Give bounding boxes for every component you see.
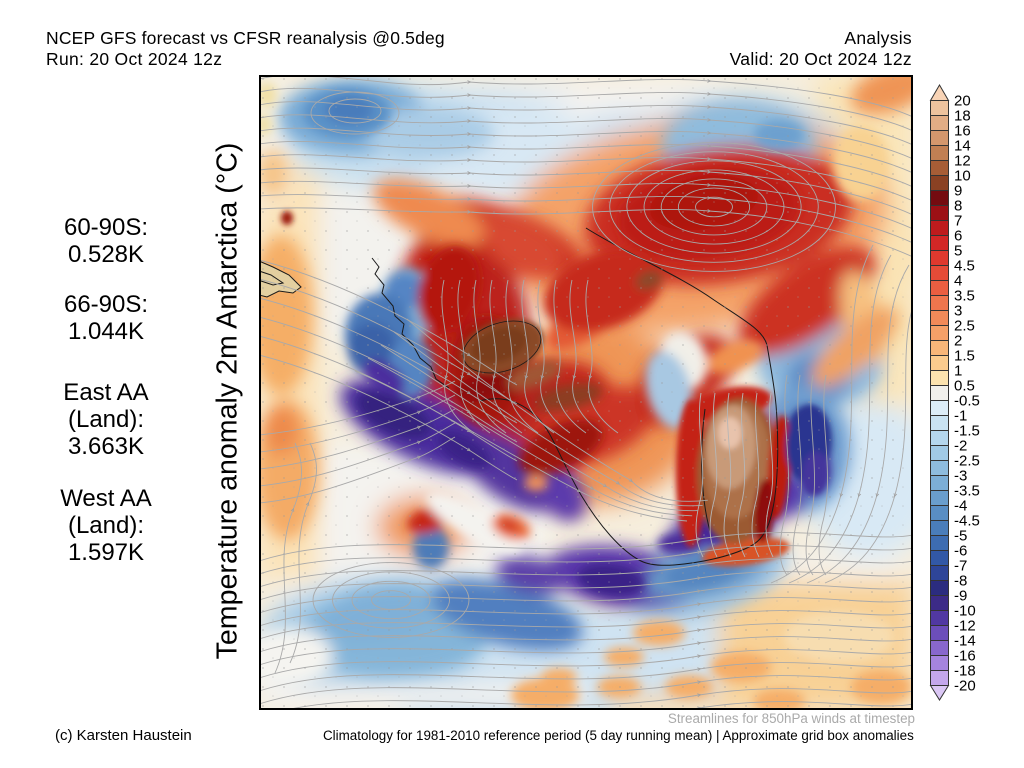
svg-text:3.5: 3.5 <box>954 288 975 305</box>
svg-text:-4.5: -4.5 <box>954 513 980 530</box>
svg-text:6: 6 <box>954 228 962 245</box>
svg-text:-6: -6 <box>954 543 967 560</box>
svg-text:4.5: 4.5 <box>954 258 975 275</box>
svg-text:14: 14 <box>954 138 971 155</box>
svg-text:18: 18 <box>954 108 971 125</box>
svg-text:-2.5: -2.5 <box>954 453 980 470</box>
svg-text:5: 5 <box>954 243 962 260</box>
svg-text:4: 4 <box>954 273 962 290</box>
svg-text:20: 20 <box>954 93 971 110</box>
svg-text:-1: -1 <box>954 408 967 425</box>
svg-text:-5: -5 <box>954 528 967 545</box>
svg-text:2: 2 <box>954 333 962 350</box>
svg-text:10: 10 <box>954 168 971 185</box>
svg-text:-8: -8 <box>954 573 967 590</box>
svg-text:7: 7 <box>954 213 962 230</box>
svg-text:-0.5: -0.5 <box>954 393 980 410</box>
svg-text:0.5: 0.5 <box>954 378 975 395</box>
svg-text:1: 1 <box>954 363 962 380</box>
svg-text:-4: -4 <box>954 498 967 515</box>
svg-text:-9: -9 <box>954 588 967 605</box>
svg-text:-3.5: -3.5 <box>954 483 980 500</box>
svg-text:8: 8 <box>954 198 962 215</box>
svg-text:-7: -7 <box>954 558 967 575</box>
svg-text:-3: -3 <box>954 468 967 485</box>
svg-text:2.5: 2.5 <box>954 318 975 335</box>
svg-text:-18: -18 <box>954 663 976 680</box>
svg-text:-16: -16 <box>954 648 976 665</box>
svg-text:12: 12 <box>954 153 971 170</box>
svg-text:-1.5: -1.5 <box>954 423 980 440</box>
svg-text:-10: -10 <box>954 603 976 620</box>
svg-text:3: 3 <box>954 303 962 320</box>
svg-text:9: 9 <box>954 183 962 200</box>
svg-text:16: 16 <box>954 123 971 140</box>
svg-text:1.5: 1.5 <box>954 348 975 365</box>
svg-text:-2: -2 <box>954 438 967 455</box>
svg-text:-20: -20 <box>954 678 976 695</box>
svg-text:-14: -14 <box>954 633 976 650</box>
svg-text:-12: -12 <box>954 618 976 635</box>
